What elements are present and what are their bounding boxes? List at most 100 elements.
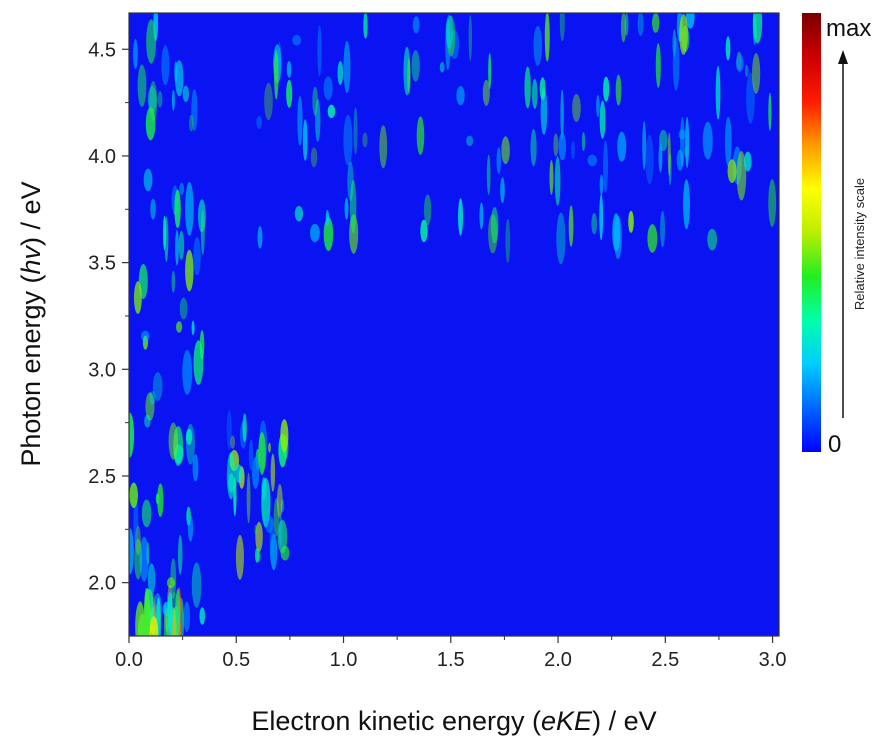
heat-streak (676, 149, 684, 171)
heat-streak (226, 451, 236, 500)
heat-streak (679, 14, 688, 55)
heat-streak (660, 210, 666, 248)
heat-streak (185, 249, 194, 292)
heat-streak (411, 50, 420, 82)
colorbar-title: Relative intensity scale (852, 178, 867, 310)
heat-streak (199, 607, 206, 625)
heat-streak (488, 52, 492, 89)
heat-streak (530, 128, 537, 167)
heat-streak (482, 79, 490, 107)
x-axis: 0.0 0.5 1.0 1.5 2.0 2.5 3.0 (115, 636, 786, 671)
heat-streak (412, 16, 420, 34)
heat-streak (175, 588, 181, 636)
heat-streak (187, 515, 194, 542)
heat-streak (743, 151, 752, 172)
heat-streak (191, 562, 202, 608)
heat-streak (141, 330, 150, 342)
heat-streak (171, 270, 176, 293)
heat-streak (620, 13, 627, 43)
heat-streak (146, 19, 157, 64)
heat-streak (143, 168, 153, 192)
heat-streak (642, 120, 647, 170)
heat-streak (554, 156, 561, 206)
heat-streak (297, 96, 303, 146)
heat-streak (193, 340, 204, 385)
heat-streak (568, 205, 574, 248)
heat-streak (142, 335, 149, 350)
heat-streak (200, 209, 205, 255)
heat-streak (501, 136, 510, 165)
heat-streak (178, 230, 185, 260)
heat-streak (560, 89, 564, 141)
x-axis-title: Electron kinetic energy (eKE) / eV (251, 706, 656, 736)
heatmap-streaks (129, 13, 777, 636)
heat-streak (724, 116, 732, 167)
heat-streak (445, 14, 454, 49)
heat-streak (533, 25, 543, 66)
heat-streak (294, 205, 304, 222)
heat-streak (599, 100, 606, 139)
heat-streak (309, 223, 320, 243)
heat-streak (185, 428, 193, 445)
heat-streak (617, 131, 627, 162)
heat-streak (252, 456, 260, 490)
heat-streak (141, 499, 152, 528)
heat-streak (137, 64, 147, 108)
x-tick-label: 2.0 (544, 649, 572, 671)
heat-streak (658, 143, 663, 173)
heat-streak (343, 41, 351, 94)
heat-streak (278, 41, 282, 81)
colorbar (802, 13, 821, 452)
heat-streak (746, 72, 755, 124)
heat-streak (179, 182, 185, 196)
heat-streak (615, 74, 622, 106)
heat-streak (496, 147, 501, 174)
heat-streak (235, 464, 243, 483)
heat-streak (265, 515, 274, 533)
heat-streak (500, 177, 505, 204)
heat-streak (596, 94, 600, 118)
heat-streak (337, 60, 344, 85)
heat-streak (416, 116, 425, 155)
heat-streak (168, 422, 179, 460)
heat-streak (270, 533, 278, 571)
x-tick-label: 1.5 (437, 649, 465, 671)
plot-area (129, 13, 779, 636)
heat-streak (182, 85, 190, 102)
heat-streak (261, 477, 267, 501)
x-tick-label: 3.0 (759, 649, 787, 671)
y-tick-label: 4.0 (88, 146, 116, 168)
colorbar-max-label: max (826, 15, 871, 42)
heat-streak (177, 534, 183, 575)
y-tick-label: 3.5 (88, 253, 116, 275)
heat-streak (599, 174, 604, 196)
heat-streak (637, 13, 644, 36)
heat-streak (257, 226, 263, 249)
heat-streak (191, 89, 198, 132)
heat-streak (735, 54, 744, 72)
colorbar-min-label: 0 (828, 431, 841, 458)
heat-streak (343, 114, 353, 166)
heat-streak (736, 150, 747, 201)
heat-streak (157, 90, 163, 108)
heat-streak (362, 132, 368, 148)
heat-streak (277, 519, 288, 554)
heat-streak (171, 89, 175, 111)
heat-streak (379, 125, 388, 169)
heat-streak (752, 15, 757, 45)
heat-streak (312, 86, 318, 116)
heat-streak (486, 154, 491, 196)
heat-streak (292, 34, 302, 46)
heat-streak (599, 193, 604, 241)
heat-streak (286, 61, 292, 78)
heat-streak (135, 601, 146, 636)
heat-streak (133, 499, 139, 547)
heat-streak (327, 104, 336, 119)
heat-streak (768, 179, 777, 227)
heat-streak (363, 13, 368, 39)
heat-streak (349, 179, 357, 234)
heat-streak (133, 281, 142, 315)
heat-streak (267, 442, 272, 453)
heat-streak (310, 147, 318, 168)
heat-streak (175, 229, 179, 266)
